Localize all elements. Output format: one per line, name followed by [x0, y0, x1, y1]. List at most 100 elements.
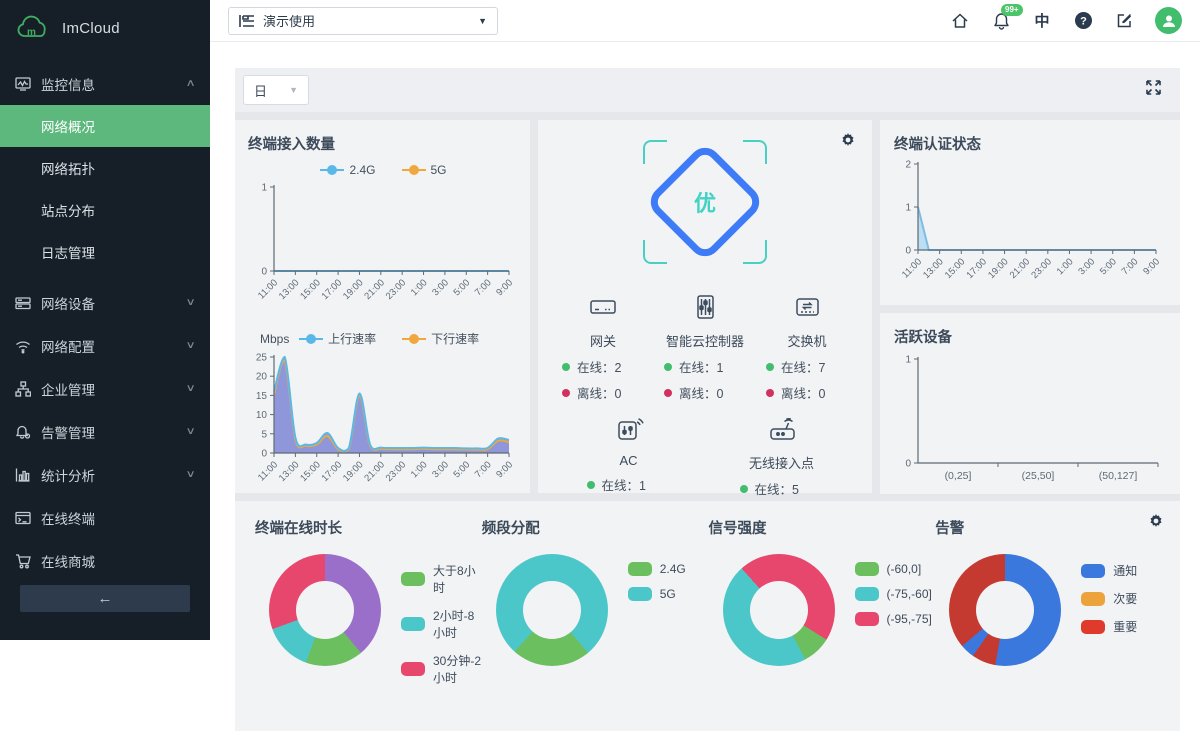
- svg-text:23:00: 23:00: [1029, 256, 1054, 281]
- sidebar-item-在线终端[interactable]: 在线终端: [0, 496, 210, 539]
- svg-text:19:00: 19:00: [341, 459, 366, 484]
- legend-marker: [299, 333, 324, 344]
- svg-text:11:00: 11:00: [900, 256, 924, 280]
- svg-text:11:00: 11:00: [256, 277, 280, 301]
- svg-text:5:00: 5:00: [452, 459, 473, 480]
- app-logo[interactable]: m ImCloud: [0, 0, 210, 56]
- svg-text:20: 20: [256, 372, 268, 383]
- legend-item-2.4G[interactable]: 2.4G: [320, 163, 376, 177]
- legend-swatch: [627, 587, 652, 601]
- sidebar-item-label: 统计分析: [41, 468, 95, 484]
- svg-text:0: 0: [261, 449, 267, 460]
- svg-text:15:00: 15:00: [298, 459, 323, 484]
- legend-swatch: [854, 612, 879, 626]
- language-switch-icon[interactable]: 中: [1034, 13, 1050, 30]
- sidebar-subitem-日志管理[interactable]: 日志管理: [0, 231, 210, 273]
- legend-swatch: [401, 572, 425, 586]
- legend-item-次要[interactable]: 次要: [1081, 590, 1137, 607]
- online-dot: [739, 484, 748, 493]
- svg-text:17:00: 17:00: [964, 256, 989, 281]
- bracket-corner: [743, 140, 767, 164]
- svg-text:15:00: 15:00: [298, 277, 323, 302]
- sidebar-item-统计分析[interactable]: 统计分析 ∨: [0, 453, 210, 496]
- device-name: 无线接入点: [748, 456, 814, 471]
- settings-gear-icon[interactable]: [1148, 513, 1164, 534]
- online-dot: [562, 362, 570, 371]
- svg-text:(0,25]: (0,25]: [945, 470, 972, 482]
- donut-section-signal_strength: 信号强度 (-60,0] (-75,-60] (-95,-75]: [709, 517, 936, 686]
- donut-section-band_allocation: 频段分配 2.4G 5G: [482, 517, 709, 686]
- terminal-access-legend: 2.4G 5G: [248, 163, 519, 177]
- band_allocation-donut-chart: [495, 554, 608, 666]
- legend-item-(-60,0][interactable]: (-60,0]: [854, 562, 932, 576]
- feedback-edit-icon[interactable]: [1114, 11, 1134, 31]
- home-icon[interactable]: [950, 11, 970, 31]
- legend-item-通知[interactable]: 通知: [1081, 562, 1137, 579]
- bracket-corner: [643, 240, 667, 264]
- legend-item-5G[interactable]: 5G: [401, 163, 447, 177]
- sidebar-subitem-网络拓扑[interactable]: 网络拓扑: [0, 147, 210, 189]
- collapse-arrow-icon: ←: [97, 590, 113, 607]
- online-dot: [664, 362, 672, 371]
- svg-text:m: m: [27, 27, 36, 38]
- wireless-ap-icon: [767, 418, 797, 446]
- svg-text:5:00: 5:00: [452, 277, 473, 298]
- legend-item-2小时-8小时[interactable]: 2小时-8小时: [401, 607, 482, 641]
- auth-status-panel: 终端认证状态 0 1 2 11:00 13:00 15:00 17:00 19:00 21:00…: [880, 120, 1180, 305]
- sidebar-item-企业管理[interactable]: 企业管理 ∨: [0, 367, 210, 410]
- legend-item-(-75,-60][interactable]: (-75,-60]: [854, 587, 932, 601]
- gateway-icon: [588, 300, 618, 324]
- device-status-grid: 网关 在线：2 离线：0 智能云控制器 在线：1 离线：0 交换机 在线：7 离…: [538, 294, 872, 524]
- svg-text:19:00: 19:00: [986, 256, 1011, 281]
- cloud-logo-icon: m: [17, 15, 46, 38]
- svg-text:1: 1: [905, 355, 911, 366]
- health-grade-text: 优: [693, 190, 717, 216]
- list-icon: [239, 14, 254, 27]
- legend-item-5G[interactable]: 5G: [627, 587, 686, 601]
- sidebar-subitem-label: 日志管理: [41, 246, 95, 261]
- user-avatar[interactable]: [1155, 7, 1182, 34]
- offline-dot: [766, 388, 774, 397]
- legend-item-2.4G[interactable]: 2.4G: [627, 562, 686, 576]
- device-name: AC: [619, 453, 638, 468]
- online_duration-legend: 大于8小时 2小时-8小时 30分钟-2小时: [401, 562, 482, 686]
- fullscreen-expand-icon[interactable]: [1145, 79, 1162, 101]
- legend-item-重要[interactable]: 重要: [1081, 618, 1137, 635]
- sidebar-item-label: 网络配置: [41, 339, 95, 355]
- chevron-down-icon: ▼: [289, 85, 298, 95]
- settings-gear-icon[interactable]: [840, 132, 856, 153]
- device-online-stat: 在线：1: [577, 475, 681, 494]
- legend-swatch: [401, 617, 425, 631]
- notifications-bell-icon[interactable]: 99+: [991, 3, 1023, 31]
- svg-text:1: 1: [905, 203, 911, 214]
- bracket-corner: [743, 240, 767, 264]
- legend-swatch: [1081, 619, 1106, 634]
- legend-item-上行速率[interactable]: 上行速率: [299, 330, 376, 347]
- signal_strength-legend: (-60,0] (-75,-60] (-95,-75]: [854, 562, 932, 626]
- svg-text:?: ?: [1080, 16, 1087, 28]
- sidebar-item-告警管理[interactable]: 告警管理 ∨: [0, 410, 210, 453]
- sidebar-item-网络设备[interactable]: 网络设备 ∨: [0, 281, 210, 324]
- sidebar-item-在线商城[interactable]: 在线商城: [0, 539, 210, 582]
- device-icon: [15, 295, 31, 311]
- sidebar-item-label: 监控信息: [41, 77, 95, 93]
- sidebar-collapse-button[interactable]: ←: [20, 585, 190, 612]
- help-icon[interactable]: ?: [1073, 11, 1093, 31]
- bracket-corner: [643, 140, 667, 164]
- device-status-智能云控制器: 智能云控制器 在线：1 离线：0: [654, 294, 756, 402]
- sidebar-subitem-网络概况[interactable]: 网络概况: [0, 105, 210, 147]
- legend-item-30分钟-2小时[interactable]: 30分钟-2小时: [401, 652, 482, 686]
- active-devices-chart: 0 1 (0,25] (25,50] (50,127]: [905, 355, 1159, 482]
- sidebar-subitem-站点分布[interactable]: 站点分布: [0, 189, 210, 231]
- legend-item-下行速率[interactable]: 下行速率: [402, 330, 479, 347]
- legend-item-大于8小时[interactable]: 大于8小时: [401, 562, 482, 596]
- throughput-chart: 0 5 10 15 20 25 11:0013:0015:0017:0019:0021:00…: [256, 353, 515, 484]
- legend-item-(-95,-75][interactable]: (-95,-75]: [854, 612, 932, 626]
- donut-title: 信号强度: [708, 521, 767, 537]
- sidebar: m ImCloud 监控信息 ∧ 网络概况 网络拓扑 站点分布 日志管理 网络设备 ∨ …: [0, 0, 210, 640]
- org-selector-dropdown[interactable]: 演示使用 ▼: [228, 6, 498, 35]
- sidebar-item-网络配置[interactable]: 网络配置 ∨: [0, 324, 210, 367]
- offline-dot: [664, 388, 672, 397]
- sidebar-item-监控信息[interactable]: 监控信息 ∧: [0, 62, 210, 105]
- period-select[interactable]: 日 ▼: [243, 75, 309, 105]
